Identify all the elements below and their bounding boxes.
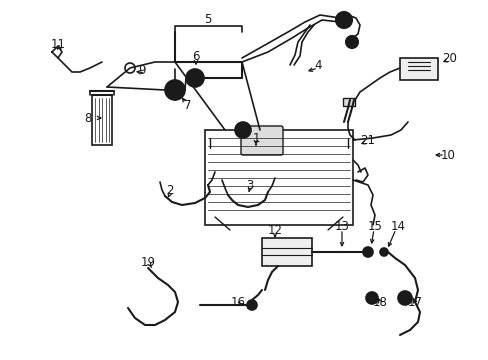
Text: 4: 4 xyxy=(314,59,321,72)
Text: 19: 19 xyxy=(140,256,155,269)
Circle shape xyxy=(235,122,250,138)
Circle shape xyxy=(339,16,347,24)
Circle shape xyxy=(246,300,257,310)
Text: 21: 21 xyxy=(360,134,375,147)
Text: 8: 8 xyxy=(84,112,92,125)
Text: 7: 7 xyxy=(184,99,191,112)
Circle shape xyxy=(335,12,351,28)
Circle shape xyxy=(170,85,180,95)
FancyBboxPatch shape xyxy=(241,126,283,155)
Bar xyxy=(204,130,352,225)
Text: 3: 3 xyxy=(246,179,253,192)
Text: 17: 17 xyxy=(407,296,422,309)
Text: 11: 11 xyxy=(50,37,65,50)
Circle shape xyxy=(164,80,184,100)
Circle shape xyxy=(190,73,200,83)
Text: 16: 16 xyxy=(230,296,245,309)
Text: 6: 6 xyxy=(192,50,199,63)
Circle shape xyxy=(346,36,357,48)
Bar xyxy=(262,238,311,266)
Text: 15: 15 xyxy=(367,220,382,233)
Text: 9: 9 xyxy=(138,63,145,77)
Circle shape xyxy=(369,296,374,301)
Bar xyxy=(399,58,437,80)
Circle shape xyxy=(401,295,407,301)
Text: 20: 20 xyxy=(442,51,456,64)
Circle shape xyxy=(185,69,203,87)
Circle shape xyxy=(397,291,411,305)
Circle shape xyxy=(362,247,372,257)
Text: 13: 13 xyxy=(334,220,349,233)
Bar xyxy=(342,98,354,106)
Circle shape xyxy=(379,248,387,256)
Bar xyxy=(92,95,112,145)
Text: 14: 14 xyxy=(390,220,405,233)
Circle shape xyxy=(365,292,377,304)
Text: 10: 10 xyxy=(440,149,454,162)
Text: 12: 12 xyxy=(267,224,282,237)
Text: 18: 18 xyxy=(372,296,386,309)
Text: 1: 1 xyxy=(252,131,259,144)
Text: 5: 5 xyxy=(204,13,211,26)
Text: 2: 2 xyxy=(166,184,173,197)
Circle shape xyxy=(239,126,246,134)
